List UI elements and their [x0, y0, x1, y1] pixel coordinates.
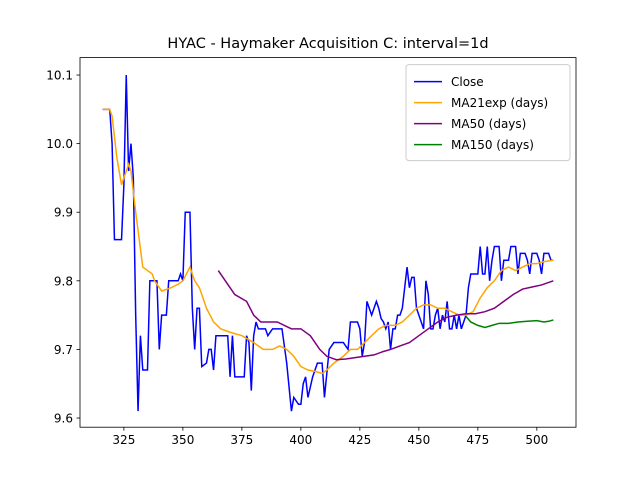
x-tick-label: 350	[171, 433, 194, 447]
y-tick-label: 9.6	[54, 412, 73, 426]
axes-frame	[79, 57, 577, 428]
x-tick-label: 325	[112, 433, 135, 447]
legend-label: MA50 (days)	[451, 117, 526, 131]
legend-label: MA21exp (days)	[451, 96, 548, 110]
y-tick-label: 10.1	[46, 69, 73, 83]
line-series	[217, 270, 554, 361]
y-tick-label: 9.8	[54, 274, 73, 288]
line-series	[102, 108, 554, 375]
legend-label: Close	[451, 75, 484, 89]
legend-frame	[405, 64, 571, 162]
x-tick-label: 375	[230, 433, 253, 447]
legend-label: MA150 (days)	[451, 138, 534, 152]
y-tick-label: 10.0	[46, 137, 73, 151]
y-tick-label: 9.7	[54, 343, 73, 357]
line-series	[465, 315, 554, 329]
x-tick-label: 425	[348, 433, 371, 447]
chart-title: HYAC - Haymaker Acquisition C: interval=…	[167, 36, 488, 52]
x-tick-label: 400	[289, 433, 312, 447]
x-tick-label: 450	[407, 433, 430, 447]
y-tick-label: 9.9	[54, 206, 73, 220]
x-tick-label: 475	[466, 433, 489, 447]
x-tick-label: 500	[525, 433, 548, 447]
